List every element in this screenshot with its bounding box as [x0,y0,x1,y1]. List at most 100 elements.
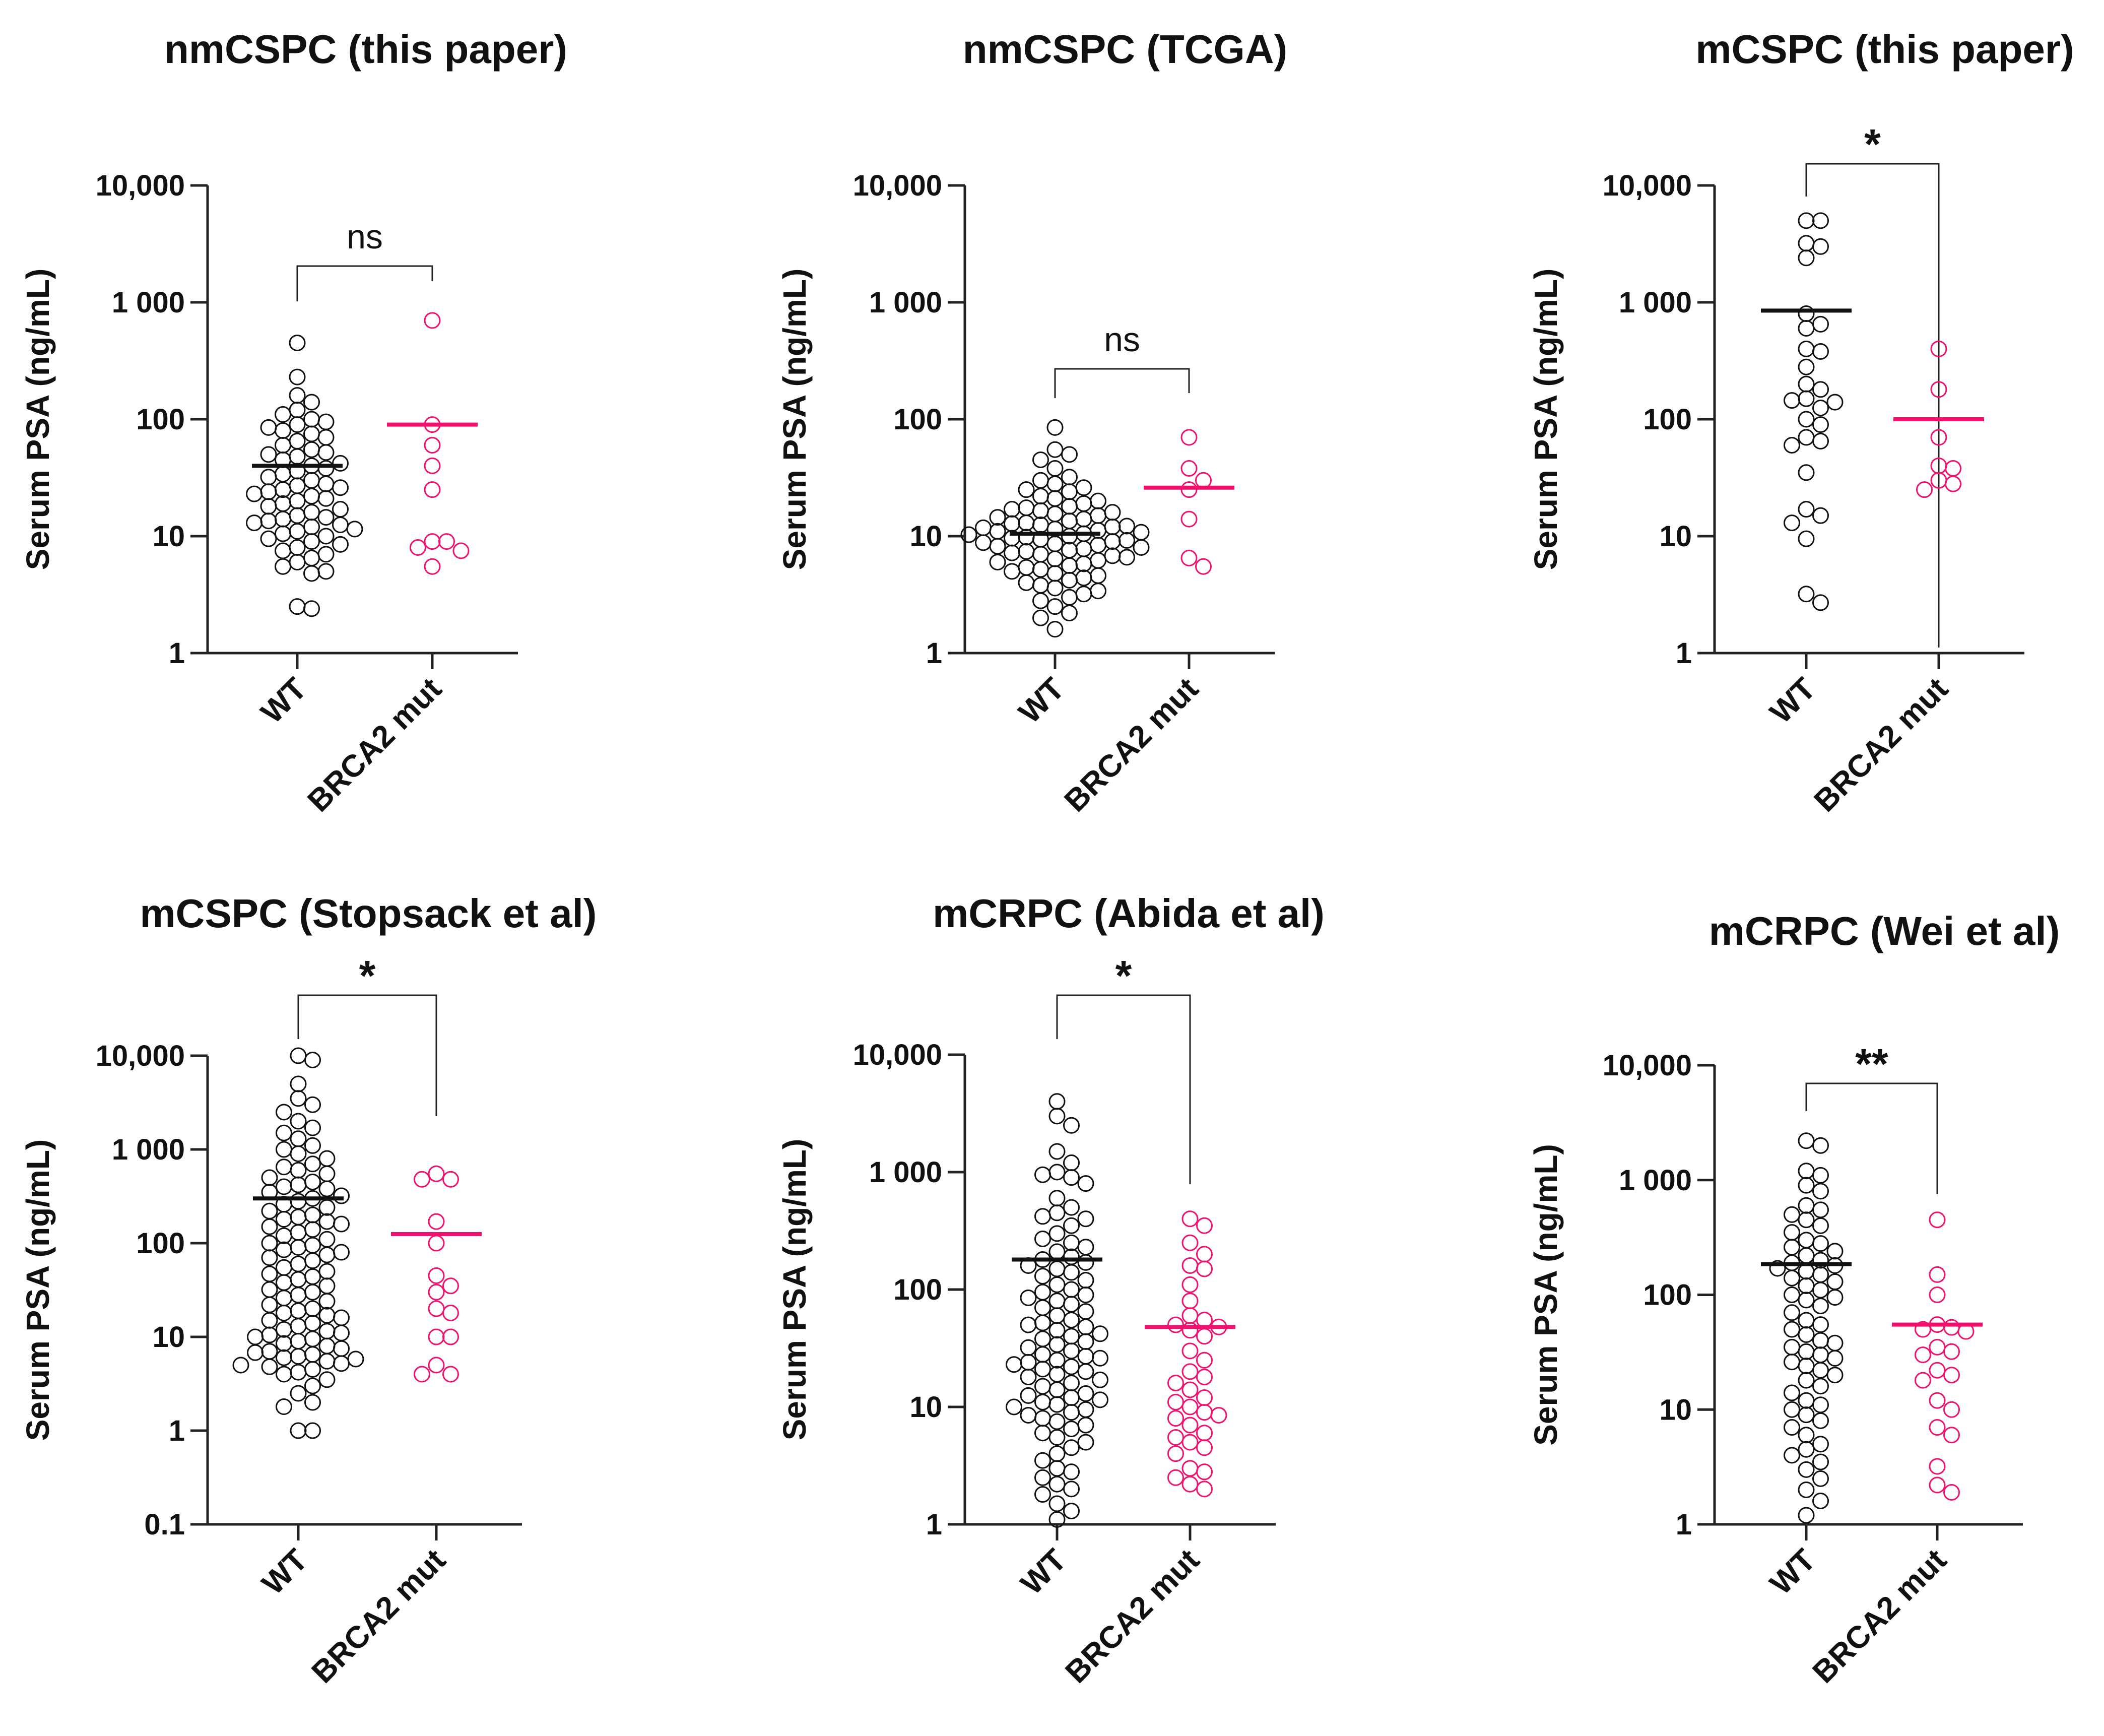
data-point-brca2 [1196,1439,1213,1456]
data-point-wt [318,1353,336,1370]
data-point-wt [1048,1429,1066,1446]
data-point-wt [1798,235,1815,252]
y-tick-label: 1 000 [1619,1164,1692,1197]
data-point-brca2 [1915,1321,1931,1338]
data-point-wt [1798,1358,1815,1375]
data-point-wt [1063,1311,1080,1328]
data-point-wt [1812,1167,1829,1184]
data-point-wt [317,444,335,461]
data-point-brca2 [1196,1404,1213,1421]
data-point-wt [317,563,335,580]
data-point-wt [1063,1389,1080,1406]
data-point-wt [1046,419,1064,436]
data-point-brca2 [414,1366,430,1383]
data-point-wt [1046,580,1064,597]
data-point-wt [304,1283,321,1301]
data-point-wt [1018,574,1035,591]
data-point-brca2 [424,436,441,454]
data-point-brca2 [1181,1210,1199,1228]
data-point-wt [1061,528,1078,545]
data-point-wt [289,416,306,433]
data-point-brca2 [1181,1363,1199,1380]
data-point-wt [1092,1371,1108,1388]
data-point-wt [290,1075,307,1092]
y-tick-label: 10,000 [853,1039,942,1071]
chart-panel-1: nmCSPC (this paper) Serum PSA (ng/mL) 1 10 1… [20,27,567,818]
data-point-wt [261,1358,278,1375]
data-point-wt [1798,1343,1815,1360]
data-point-wt [1075,555,1092,572]
data-point-wt [1032,609,1049,626]
data-point-wt [303,488,320,505]
data-point-wt [290,1193,307,1210]
significance-bracket [1056,994,1191,1184]
data-point-wt [276,1274,292,1291]
data-point-brca2 [1180,549,1198,566]
data-point-wt [318,1180,336,1197]
data-point-brca2 [428,1235,445,1252]
data-point-brca2 [1196,1425,1213,1442]
data-point-wt [1061,469,1078,486]
data-point-wt [1075,479,1092,496]
data-point-wt [1077,1385,1094,1402]
data-point-wt [290,1224,307,1241]
data-point-wt [304,1052,321,1069]
data-point-wt [1063,1421,1080,1438]
data-point-wt [1812,1436,1829,1453]
data-point-wt [1018,499,1035,517]
data-point-wt [1032,451,1049,468]
data-point-brca2 [1195,558,1212,575]
data-point-wt [303,565,320,582]
data-point-wt [1812,1266,1829,1283]
data-point-brca2 [1929,1392,1946,1409]
data-point-wt [1032,576,1049,594]
data-point-wt [1063,1328,1080,1345]
data-point-brca2 [1196,1328,1213,1345]
data-point-brca2 [428,1300,445,1317]
data-point-wt [1812,1493,1829,1510]
data-point-wt [318,1371,336,1388]
data-point-brca2 [1167,1374,1184,1391]
x-category-label: WT [254,671,313,730]
data-point-wt [261,1249,278,1266]
data-point-wt [1092,1349,1108,1367]
data-point-wt [1812,1217,1829,1234]
data-point-wt [1798,358,1815,375]
data-point-wt [246,515,262,532]
data-point-wt [317,475,335,492]
data-point-wt [276,1259,292,1276]
data-point-wt [1075,569,1092,587]
data-point-wt [1048,1143,1066,1160]
data-point-wt [275,495,291,512]
data-point-brca2 [424,533,441,550]
significance-label: * [359,952,376,999]
data-point-brca2 [410,539,426,556]
x-category-label: BRCA2 mut [1808,671,1955,818]
data-point-wt [1812,1362,1829,1379]
x-category-label: WT [1763,671,1822,730]
data-point-wt [1046,441,1064,458]
data-point-brca2 [1167,1410,1184,1427]
data-point-wt [275,542,291,559]
y-tick-label: 1 [926,1508,942,1541]
data-point-wt [1812,1298,1829,1315]
data-point-wt [1034,1208,1051,1225]
data-point-wt [1048,1352,1066,1369]
data-point-wt [1063,1281,1080,1298]
data-point-brca2 [424,312,441,329]
data-point-wt [261,1169,278,1186]
data-point-wt [1048,1475,1066,1493]
data-point-wt [289,334,306,351]
data-point-wt [290,1287,307,1304]
x-category-label: WT [255,1542,314,1601]
data-point-wt [1798,1277,1815,1294]
data-point-wt [275,406,291,423]
data-point-brca2 [414,1171,430,1188]
data-point-wt [1075,510,1092,528]
data-point-wt [276,1321,292,1338]
chart-title: nmCSPC (TCGA) [963,27,1287,72]
data-point-brca2 [1916,481,1933,498]
data-point-wt [1032,502,1049,520]
y-tick-label: 1 [926,637,942,670]
data-point-brca2 [1930,340,1947,357]
